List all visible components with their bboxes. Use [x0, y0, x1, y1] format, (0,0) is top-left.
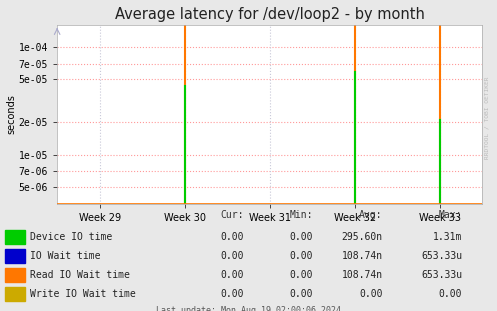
Text: 0.00: 0.00 [220, 289, 244, 299]
Text: 0.00: 0.00 [290, 251, 313, 261]
Text: 0.00: 0.00 [290, 289, 313, 299]
Text: Device IO time: Device IO time [30, 232, 112, 242]
Title: Average latency for /dev/loop2 - by month: Average latency for /dev/loop2 - by mont… [115, 7, 424, 22]
Text: Avg:: Avg: [359, 210, 383, 220]
Bar [5, 230, 25, 244]
Bar [5, 268, 25, 282]
Text: Min:: Min: [290, 210, 313, 220]
Text: Write IO Wait time: Write IO Wait time [30, 289, 136, 299]
Text: 0.00: 0.00 [220, 232, 244, 242]
Text: IO Wait time: IO Wait time [30, 251, 100, 261]
Bar [5, 248, 25, 263]
Text: Max:: Max: [439, 210, 462, 220]
Text: 0.00: 0.00 [290, 270, 313, 280]
Text: 0.00: 0.00 [290, 232, 313, 242]
Text: 653.33u: 653.33u [421, 251, 462, 261]
Bar [5, 287, 25, 301]
Text: 0.00: 0.00 [220, 251, 244, 261]
Text: Read IO Wait time: Read IO Wait time [30, 270, 130, 280]
Text: 1.31m: 1.31m [433, 232, 462, 242]
Text: 653.33u: 653.33u [421, 270, 462, 280]
Text: 0.00: 0.00 [220, 270, 244, 280]
Text: RRDTOOL / TOBI OETIKER: RRDTOOL / TOBI OETIKER [485, 77, 490, 160]
Y-axis label: seconds: seconds [6, 94, 16, 134]
Text: 108.74n: 108.74n [341, 251, 383, 261]
Text: 0.00: 0.00 [359, 289, 383, 299]
Text: 0.00: 0.00 [439, 289, 462, 299]
Text: 295.60n: 295.60n [341, 232, 383, 242]
Text: Cur:: Cur: [220, 210, 244, 220]
Text: 108.74n: 108.74n [341, 270, 383, 280]
Text: Last update: Mon Aug 19 02:00:06 2024: Last update: Mon Aug 19 02:00:06 2024 [156, 306, 341, 311]
